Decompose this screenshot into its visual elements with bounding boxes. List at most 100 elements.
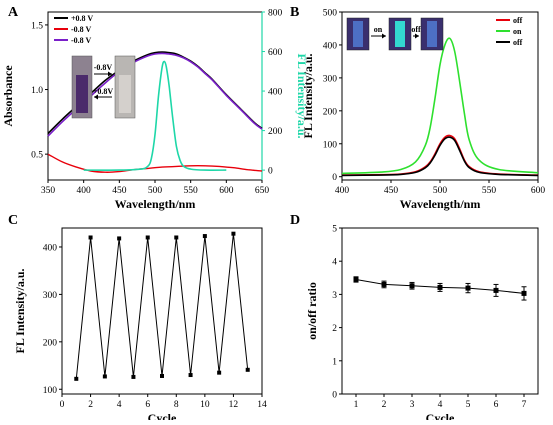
x-tick-label: 350 xyxy=(41,186,56,196)
y2-tick-label: 800 xyxy=(268,9,283,19)
x-tick-label: 0 xyxy=(60,400,65,410)
y-tick-label: 1.0 xyxy=(31,86,43,96)
inset-arrowhead-left xyxy=(94,94,98,100)
legend-entry: on xyxy=(513,27,522,36)
x-tick-label: 600 xyxy=(219,186,234,196)
series-line-1 xyxy=(47,153,263,173)
x-tick-label: 4 xyxy=(117,400,122,410)
x-tick-label: 450 xyxy=(112,186,127,196)
y2-tick-label: 600 xyxy=(268,48,283,58)
data-point xyxy=(74,376,79,381)
data-point xyxy=(202,234,207,239)
inset-label-off: off xyxy=(411,25,421,34)
inset-photo-bleached-fill xyxy=(119,75,131,113)
series-line-2 xyxy=(47,52,263,137)
inset-photos: -0.8V +0.8V xyxy=(71,55,136,119)
x-tick-label: 6 xyxy=(494,400,499,410)
y2-axis-title: FL Intensity/a.u. xyxy=(295,53,309,138)
x-tick-label: 1 xyxy=(354,400,359,410)
x-tick-label: 14 xyxy=(257,400,267,410)
data-point xyxy=(131,374,136,379)
inset-photo-cuvette xyxy=(427,21,437,47)
y2-tick-label: 200 xyxy=(268,127,283,137)
x-tick-label: 600 xyxy=(531,186,546,196)
x-tick-label: 650 xyxy=(255,186,270,196)
series-line-3 xyxy=(83,60,227,171)
y-tick-label: 500 xyxy=(323,9,338,19)
data-point xyxy=(145,235,150,240)
y-tick-label: 0.5 xyxy=(31,151,43,161)
y-tick-label: 100 xyxy=(43,386,58,396)
y-tick-label: 5 xyxy=(332,225,337,235)
inset-label-on: on xyxy=(374,25,383,34)
x-tick-label: 4 xyxy=(438,400,443,410)
x-axis-title: Wavelength/nm xyxy=(115,197,196,211)
y-tick-label: 400 xyxy=(43,243,58,253)
panel-a: 350 400 450 500 550 600 650 0.5 1.0 1.5 Wavelength… xyxy=(1,9,309,212)
x-tick-label: 2 xyxy=(382,400,387,410)
y-tick-label: 0 xyxy=(332,173,337,183)
data-point xyxy=(381,281,387,287)
x-axis-title: Cycle xyxy=(426,411,455,420)
data-point xyxy=(493,287,499,293)
x-tick-label: 12 xyxy=(229,400,239,410)
y-tick-label: 400 xyxy=(323,41,338,51)
data-point xyxy=(231,231,236,236)
data-point xyxy=(353,276,359,282)
y-tick-label: 1 xyxy=(332,357,337,367)
y-tick-label: 100 xyxy=(323,140,338,150)
inset-photo-cuvette xyxy=(395,21,405,47)
x-tick-label: 10 xyxy=(200,400,210,410)
plot-frame xyxy=(341,227,539,395)
panel-label-a: A xyxy=(8,5,19,20)
inset-label-top: -0.8V xyxy=(94,63,113,72)
data-point xyxy=(88,235,93,240)
x-tick-label: 3 xyxy=(410,400,415,410)
legend-entry: -0.8 V xyxy=(71,25,92,34)
series-line-1 xyxy=(341,37,539,175)
panel-label-c: C xyxy=(8,213,18,228)
x-tick-label: 550 xyxy=(184,186,199,196)
x-tick-label: 500 xyxy=(433,186,448,196)
x-tick-label: 6 xyxy=(145,400,150,410)
data-point xyxy=(117,236,122,241)
data-point xyxy=(174,235,179,240)
x-tick-label: 500 xyxy=(148,186,163,196)
data-point xyxy=(465,285,471,291)
plot-frame xyxy=(61,227,263,395)
x-tick-label: 2 xyxy=(88,400,93,410)
inset-photos: on off xyxy=(346,17,444,51)
inset-arrowhead-on xyxy=(382,33,386,39)
data-point xyxy=(188,373,193,378)
x-tick-label: 7 xyxy=(522,400,527,410)
data-point xyxy=(102,374,107,379)
y2-tick-label: 0 xyxy=(268,167,273,177)
inset-photo-cuvette xyxy=(353,21,363,47)
x-tick-label: 450 xyxy=(384,186,399,196)
y2-tick-label: 400 xyxy=(268,88,283,98)
y-tick-label: 300 xyxy=(323,74,338,84)
y-tick-label: 2 xyxy=(332,324,337,334)
data-point xyxy=(217,370,222,375)
y-axis-title: FL Intensity/a.u. xyxy=(13,268,27,353)
y-tick-label: 1.5 xyxy=(31,21,43,31)
series-line xyxy=(75,233,249,379)
data-point xyxy=(160,373,164,378)
inset-arrowhead-off xyxy=(415,33,419,39)
data-point xyxy=(245,367,250,372)
legend-entry: +0.8 V xyxy=(71,14,93,23)
data-point xyxy=(409,283,415,289)
panel-d: 1 2 3 4 5 6 7 0 1 2 3 4 5 Cycle on/off ratio xyxy=(305,225,539,425)
inset-label-bottom: +0.8V xyxy=(93,87,114,96)
y-tick-label: 200 xyxy=(323,107,338,117)
series-line-0 xyxy=(341,134,539,176)
x-tick-label: 5 xyxy=(466,400,471,410)
legend-entry: off xyxy=(513,16,523,25)
y-tick-label: 200 xyxy=(43,338,58,348)
x-tick-label: 550 xyxy=(482,186,497,196)
x-axis-title: Cycle xyxy=(148,411,177,420)
y-tick-label: 300 xyxy=(43,291,58,301)
series-line-2 xyxy=(341,136,539,177)
x-tick-label: 400 xyxy=(77,186,92,196)
